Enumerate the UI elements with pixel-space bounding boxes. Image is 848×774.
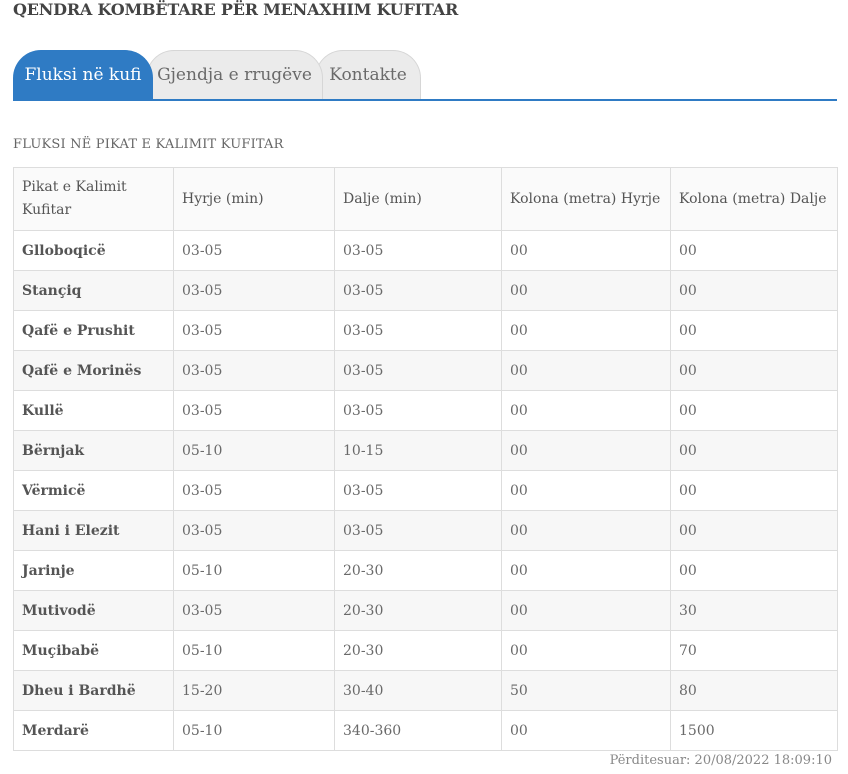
section-title: FLUKSI NË PIKAT E KALIMIT KUFITAR	[13, 137, 284, 152]
crossing-point-name: Stançiq	[13, 270, 174, 311]
exit-time: 340-360	[334, 710, 502, 751]
entry-time: 03-05	[173, 310, 335, 351]
column-header-queue-entry: Kolona (metra) Hyrje	[501, 167, 671, 231]
queue-exit: 1500	[670, 710, 838, 751]
queue-exit: 80	[670, 670, 838, 711]
crossing-point-name: Muçibabë	[13, 630, 174, 671]
exit-time: 20-30	[334, 550, 502, 591]
table-row: Qafë e Prushit 03-05 03-05 00 00	[13, 310, 838, 351]
table-row: Glloboqicë 03-05 03-05 00 00	[13, 230, 838, 271]
tab-kontakte[interactable]: Kontakte	[315, 50, 421, 99]
queue-entry: 00	[501, 710, 671, 751]
exit-time: 10-15	[334, 430, 502, 471]
queue-entry: 00	[501, 510, 671, 551]
exit-time: 03-05	[334, 510, 502, 551]
exit-time: 03-05	[334, 390, 502, 431]
table-row: Hani i Elezit 03-05 03-05 00 00	[13, 510, 838, 551]
table-row: Stançiq 03-05 03-05 00 00	[13, 270, 838, 311]
table-row: Kullë 03-05 03-05 00 00	[13, 390, 838, 431]
page-title: QENDRA KOMBËTARE PËR MENAXHIM KUFITAR	[13, 0, 459, 19]
exit-time: 03-05	[334, 350, 502, 391]
queue-exit: 00	[670, 430, 838, 471]
entry-time: 05-10	[173, 430, 335, 471]
crossing-point-name: Qafë e Prushit	[13, 310, 174, 351]
queue-exit: 00	[670, 470, 838, 511]
entry-time: 05-10	[173, 710, 335, 751]
entry-time: 03-05	[173, 390, 335, 431]
table-row: Bërnjak 05-10 10-15 00 00	[13, 430, 838, 471]
queue-entry: 00	[501, 630, 671, 671]
tab-bar: Fluksi në kufi Gjendja e rrugëve Kontakt…	[13, 50, 837, 101]
crossing-point-name: Dheu i Bardhë	[13, 670, 174, 711]
column-header-crossing-point: Pikat e Kalimit Kufitar	[13, 167, 174, 231]
crossing-point-name: Vërmicë	[13, 470, 174, 511]
entry-time: 03-05	[173, 230, 335, 271]
queue-exit: 00	[670, 390, 838, 431]
queue-entry: 00	[501, 390, 671, 431]
crossing-point-name: Qafë e Morinës	[13, 350, 174, 391]
queue-entry: 00	[501, 430, 671, 471]
table-row: Qafë e Morinës 03-05 03-05 00 00	[13, 350, 838, 391]
border-flux-table: Pikat e Kalimit Kufitar Hyrje (min) Dalj…	[13, 167, 838, 751]
queue-entry: 00	[501, 550, 671, 591]
crossing-point-name: Hani i Elezit	[13, 510, 174, 551]
queue-exit: 00	[670, 230, 838, 271]
table-row: Mutivodë 03-05 20-30 00 30	[13, 590, 838, 631]
exit-time: 03-05	[334, 310, 502, 351]
exit-time: 20-30	[334, 590, 502, 631]
entry-time: 05-10	[173, 630, 335, 671]
entry-time: 03-05	[173, 510, 335, 551]
queue-exit: 00	[670, 510, 838, 551]
table-row: Vërmicë 03-05 03-05 00 00	[13, 470, 838, 511]
entry-time: 03-05	[173, 470, 335, 511]
queue-exit: 70	[670, 630, 838, 671]
entry-time: 03-05	[173, 590, 335, 631]
crossing-point-name: Merdarë	[13, 710, 174, 751]
queue-exit: 00	[670, 270, 838, 311]
entry-time: 05-10	[173, 550, 335, 591]
column-header-exit-min: Dalje (min)	[334, 167, 502, 231]
column-header-queue-exit: Kolona (metra) Dalje	[670, 167, 838, 231]
tab-gjendja-e-rrugeve[interactable]: Gjendja e rrugëve	[146, 50, 323, 99]
queue-exit: 00	[670, 550, 838, 591]
exit-time: 03-05	[334, 230, 502, 271]
last-updated-timestamp: Përditesuar: 20/08/2022 18:09:10	[609, 753, 832, 768]
crossing-point-name: Bërnjak	[13, 430, 174, 471]
entry-time: 15-20	[173, 670, 335, 711]
exit-time: 20-30	[334, 630, 502, 671]
queue-entry: 50	[501, 670, 671, 711]
table-row: Merdarë 05-10 340-360 00 1500	[13, 710, 838, 751]
crossing-point-name: Kullë	[13, 390, 174, 431]
entry-time: 03-05	[173, 270, 335, 311]
queue-exit: 00	[670, 310, 838, 351]
crossing-point-name: Jarinje	[13, 550, 174, 591]
queue-entry: 00	[501, 350, 671, 391]
queue-entry: 00	[501, 270, 671, 311]
exit-time: 30-40	[334, 670, 502, 711]
queue-entry: 00	[501, 470, 671, 511]
crossing-point-name: Mutivodë	[13, 590, 174, 631]
queue-exit: 00	[670, 350, 838, 391]
entry-time: 03-05	[173, 350, 335, 391]
table-row: Muçibabë 05-10 20-30 00 70	[13, 630, 838, 671]
crossing-point-name: Glloboqicë	[13, 230, 174, 271]
exit-time: 03-05	[334, 470, 502, 511]
queue-entry: 00	[501, 310, 671, 351]
table-row: Dheu i Bardhë 15-20 30-40 50 80	[13, 670, 838, 711]
queue-entry: 00	[501, 230, 671, 271]
exit-time: 03-05	[334, 270, 502, 311]
table-row: Jarinje 05-10 20-30 00 00	[13, 550, 838, 591]
queue-exit: 30	[670, 590, 838, 631]
column-header-entry-min: Hyrje (min)	[173, 167, 335, 231]
queue-entry: 00	[501, 590, 671, 631]
table-header-row: Pikat e Kalimit Kufitar Hyrje (min) Dalj…	[13, 167, 838, 231]
tab-fluksi-ne-kufi[interactable]: Fluksi në kufi	[13, 50, 153, 99]
